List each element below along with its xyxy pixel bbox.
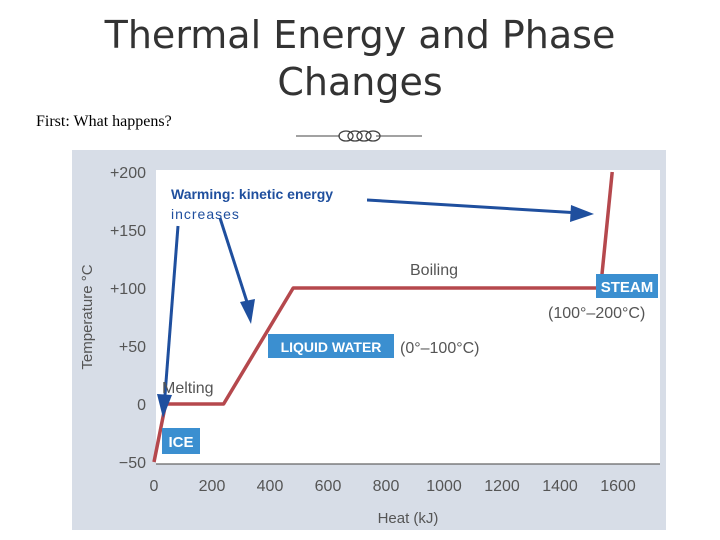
y-tick-label: +100 [110,281,146,298]
x-tick-label: 1000 [426,478,462,495]
y-tick-label: +50 [119,339,146,356]
warming-label-line-1: Warming: kinetic energy [171,186,333,202]
y-axis-label: Temperature °C [79,264,96,369]
y-tick-label: 0 [137,397,146,414]
title-line-1: Thermal Energy and Phase [104,13,616,57]
x-tick-label: 200 [199,478,226,495]
liquid-water-label: LIQUID WATER [281,339,382,355]
warming-label-line-2: increases [171,206,240,222]
y-tick-label: +200 [110,165,146,182]
steam-range-label: (100°–200°C) [548,305,645,322]
ice-label: ICE [168,434,193,451]
y-tick-label: −50 [119,455,146,472]
warming-arrows [157,198,594,418]
x-tick-label: 1600 [600,478,636,495]
ornament-divider-icon [296,130,422,142]
boiling-label: Boiling [410,262,458,279]
subtitle: First: What happens? [36,113,172,130]
arrow-to-steam-line [366,198,581,215]
x-axis-label: Heat (kJ) [378,510,439,527]
y-tick-labels: +200 +150 +100 +50 0 −50 [110,165,146,472]
title-line-2: Changes [277,60,443,104]
y-tick-label: +150 [110,223,146,240]
x-tick-label: 0 [150,478,159,495]
steam-label: STEAM [601,279,654,296]
x-tick-label: 800 [373,478,400,495]
liquid-range-label: (0°–100°C) [400,340,480,357]
liquid-water-label-box [268,334,394,358]
arrow-to-liquid-line [218,217,249,303]
ice-label-box [162,428,200,454]
melting-label: Melting [162,380,214,397]
steam-label-box [596,274,658,298]
x-tick-label: 1400 [542,478,578,495]
arrow-to-ice-head [157,394,172,418]
x-tick-label: 400 [257,478,284,495]
arrow-to-steam-head [570,205,594,222]
slide-title: Thermal Energy and Phase Changes [0,12,720,106]
arrow-to-liquid-head [240,299,255,324]
arrow-to-ice-line [163,225,180,396]
x-tick-label: 1200 [484,478,520,495]
x-tick-label: 600 [315,478,342,495]
phase-change-chart: +200+150+100+500−50 0 200 400 600 800 1000 120… [79,165,660,527]
x-tick-labels: 0 200 400 600 800 1000 1200 1400 1600 [150,478,636,495]
warming-label-background [169,184,367,204]
